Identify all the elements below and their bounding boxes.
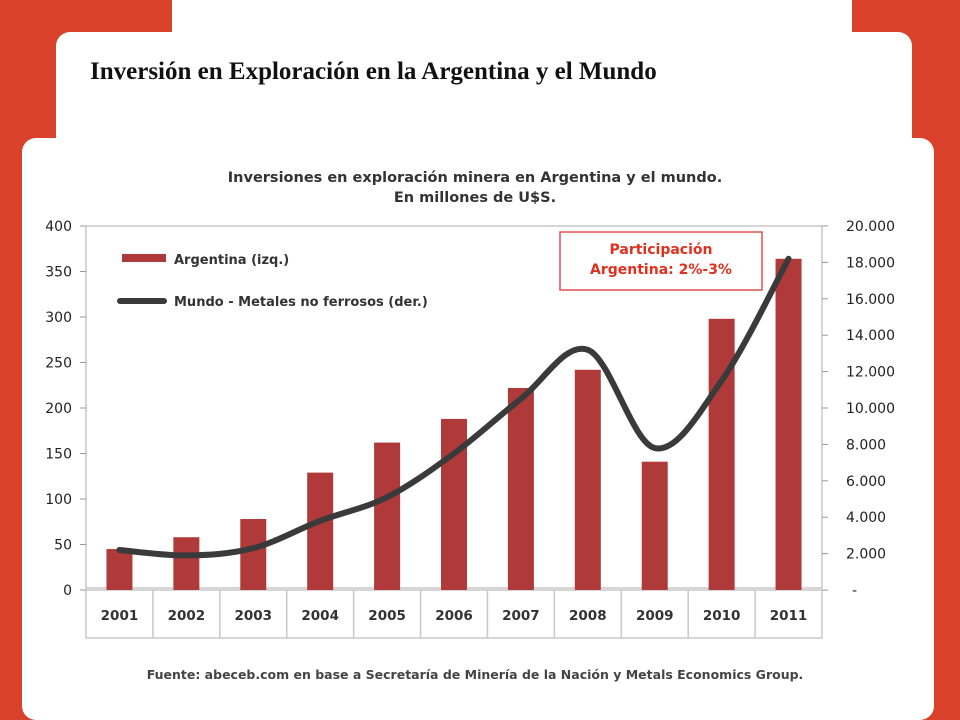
y-right-tick-label: 16.000	[846, 292, 895, 308]
participation-callout-line1: Participación	[610, 242, 713, 258]
x-tick-label-2009: 2009	[636, 608, 674, 624]
bar-2011	[775, 258, 802, 590]
world-series-line	[116, 255, 792, 559]
chart-source: Fuente: abeceb.com en base a Secretaría …	[147, 667, 804, 682]
participation-callout-box	[559, 231, 763, 291]
y-left-tick-label: 400	[45, 219, 72, 235]
legend-argentina-swatch	[122, 254, 166, 262]
chart-title: Inversiones en exploración minera en Arg…	[228, 170, 722, 186]
y-left-tick-label: 350	[45, 265, 72, 281]
bar-2003	[240, 519, 267, 590]
bar-2009	[641, 461, 668, 590]
legend-argentina-label: Argentina (izq.)	[174, 253, 289, 268]
y-right-tick-label: 10.000	[846, 401, 895, 417]
bar-2010	[708, 318, 735, 590]
y-left-tick-label: 300	[45, 310, 72, 326]
y-right-tick-label: 6.000	[846, 474, 886, 490]
y-left-tick-label: 50	[54, 538, 72, 554]
y-right-tick-label: 14.000	[846, 328, 895, 344]
y-right-tick-label: 18.000	[846, 255, 895, 271]
x-tick-label-2011: 2011	[770, 608, 808, 624]
bar-2001	[106, 549, 133, 590]
bar-2002	[173, 537, 200, 590]
y-left-tick-label: 150	[45, 447, 72, 463]
y-right-tick-label: 2.000	[846, 547, 886, 563]
legend-world-label: Mundo - Metales no ferrosos (der.)	[174, 295, 428, 310]
y-left-tick-label: 0	[63, 583, 72, 599]
y-left-tick-label: 200	[45, 401, 72, 417]
y-right-tick-label: -	[852, 583, 857, 599]
y-right-tick-label: 8.000	[846, 437, 886, 453]
x-tick-label-2010: 2010	[703, 608, 741, 624]
x-tick-label-2002: 2002	[168, 608, 206, 624]
x-tick-label-2004: 2004	[301, 608, 339, 624]
bar-2007	[507, 387, 534, 590]
y-right-tick-label: 12.000	[846, 365, 895, 381]
y-left-tick-label: 100	[45, 492, 72, 508]
y-left-tick-label: 250	[45, 356, 72, 372]
x-tick-label-2005: 2005	[368, 608, 406, 624]
y-right-tick-label: 20.000	[846, 219, 895, 235]
x-tick-label-2003: 2003	[234, 608, 272, 624]
bar-2005	[374, 442, 401, 590]
y-right-tick-label: 4.000	[846, 510, 886, 526]
x-tick-label-2006: 2006	[435, 608, 473, 624]
x-tick-label-2007: 2007	[502, 608, 540, 624]
bar-2008	[574, 369, 601, 590]
slide-title: Inversión en Exploración en la Argentina…	[90, 58, 657, 85]
participation-callout-line2: Argentina: 2%-3%	[590, 262, 732, 278]
bar-2004	[307, 472, 334, 590]
x-tick-label-2008: 2008	[569, 608, 607, 624]
chart-subtitle: En millones de U$S.	[394, 190, 556, 206]
x-tick-label-2001: 2001	[101, 608, 139, 624]
